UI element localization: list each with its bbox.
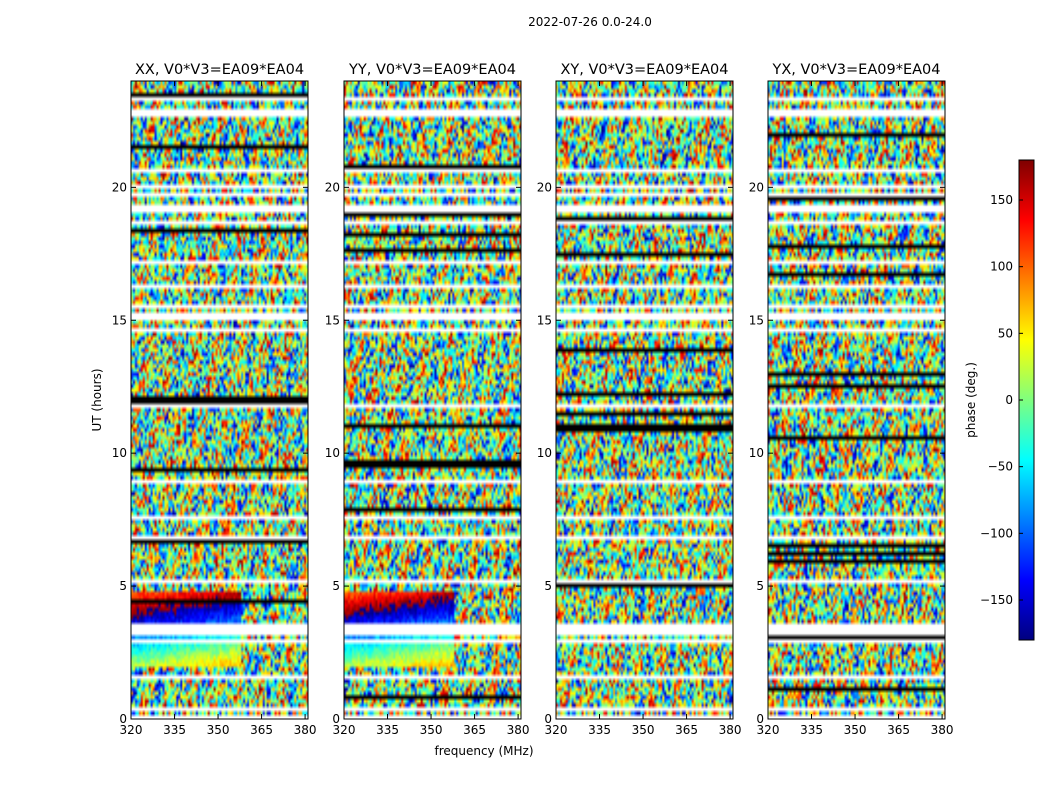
phase-heatmap (768, 81, 945, 719)
x-tick-label: 365 (250, 723, 273, 737)
y-axis-label: UT (hours) (90, 368, 104, 431)
y-tick-label: 20 (112, 180, 127, 194)
colorbar-label: phase (deg.) (964, 362, 978, 438)
colorbar-tick-label: 100 (990, 260, 1013, 274)
y-tick-label: 0 (119, 712, 127, 726)
colorbar-tick-label: −50 (988, 460, 1013, 474)
panel-frame (130, 80, 309, 720)
x-tick-label: 365 (887, 723, 910, 737)
x-tick-label: 335 (588, 723, 611, 737)
phase-heatmap (344, 81, 521, 719)
panel-title: XY, V0*V3=EA09*EA04 (560, 62, 728, 78)
panel-yy: YY, V0*V3=EA09*EA04 320 335 350 365 380 0 5 10 15… (325, 62, 530, 737)
x-tick-label: 380 (931, 723, 954, 737)
x-tick-label: 365 (463, 723, 486, 737)
colorbar-tick-label: 50 (998, 326, 1013, 340)
y-tick-label: 15 (537, 313, 552, 327)
y-tick-label: 10 (537, 446, 552, 460)
colorbar-tick-label: −100 (980, 526, 1013, 540)
panel-frame (767, 80, 946, 720)
panel-frame (343, 80, 522, 720)
panel-xx: XX, V0*V3=EA09*EA04 320 335 350 365 380 0 5 10 15… (112, 62, 317, 737)
y-tick-label: 10 (749, 446, 764, 460)
phase-heatmap (556, 81, 733, 719)
colorbar-tick-label: 150 (990, 193, 1013, 207)
phase-heatmap (131, 81, 308, 719)
x-tick-label: 350 (207, 723, 230, 737)
y-tick-label: 15 (112, 313, 127, 327)
panel-title: YX, V0*V3=EA09*EA04 (771, 62, 940, 78)
y-tick-label: 0 (332, 712, 340, 726)
colorbar-tick-label: 0 (1005, 393, 1013, 407)
x-tick-label: 350 (420, 723, 443, 737)
panel-yx: YX, V0*V3=EA09*EA04 320 335 350 365 380 0 5 10 15… (749, 62, 954, 737)
y-tick-label: 10 (325, 446, 340, 460)
y-tick-label: 15 (749, 313, 764, 327)
panel-xy: XY, V0*V3=EA09*EA04 320 335 350 365 380 0 5 10 15… (537, 62, 742, 737)
x-tick-label: 350 (844, 723, 867, 737)
x-tick-label: 380 (719, 723, 742, 737)
y-tick-label: 0 (544, 712, 552, 726)
x-tick-label: 320 (757, 723, 780, 737)
panel-title: XX, V0*V3=EA09*EA04 (135, 62, 304, 78)
y-tick-label: 15 (325, 313, 340, 327)
x-tick-label: 365 (675, 723, 698, 737)
x-tick-label: 320 (120, 723, 143, 737)
y-tick-label: 0 (756, 712, 764, 726)
x-axis-label: frequency (MHz) (434, 744, 533, 758)
panel-frame (555, 80, 734, 720)
y-tick-label: 5 (119, 579, 127, 593)
y-tick-label: 20 (325, 180, 340, 194)
x-tick-label: 380 (507, 723, 530, 737)
x-tick-label: 335 (800, 723, 823, 737)
x-tick-label: 335 (376, 723, 399, 737)
phase-colorbar: 150 100 50 0 −50 −100 −150 phase (deg.) (964, 159, 1035, 641)
y-tick-label: 5 (332, 579, 340, 593)
y-tick-label: 20 (749, 180, 764, 194)
y-tick-label: 20 (537, 180, 552, 194)
colorbar-tick-label: −150 (980, 593, 1013, 607)
x-tick-label: 320 (333, 723, 356, 737)
x-tick-label: 335 (163, 723, 186, 737)
x-tick-label: 350 (632, 723, 655, 737)
y-tick-label: 10 (112, 446, 127, 460)
y-tick-label: 5 (544, 579, 552, 593)
x-tick-label: 380 (294, 723, 317, 737)
figure-suptitle: 2022-07-26 0.0-24.0 (528, 15, 652, 29)
y-tick-label: 5 (756, 579, 764, 593)
panel-title: YY, V0*V3=EA09*EA04 (348, 62, 516, 78)
x-tick-label: 320 (545, 723, 568, 737)
panels-group: XX, V0*V3=EA09*EA04 320 335 350 365 380 0 5 10 15… (112, 62, 954, 737)
